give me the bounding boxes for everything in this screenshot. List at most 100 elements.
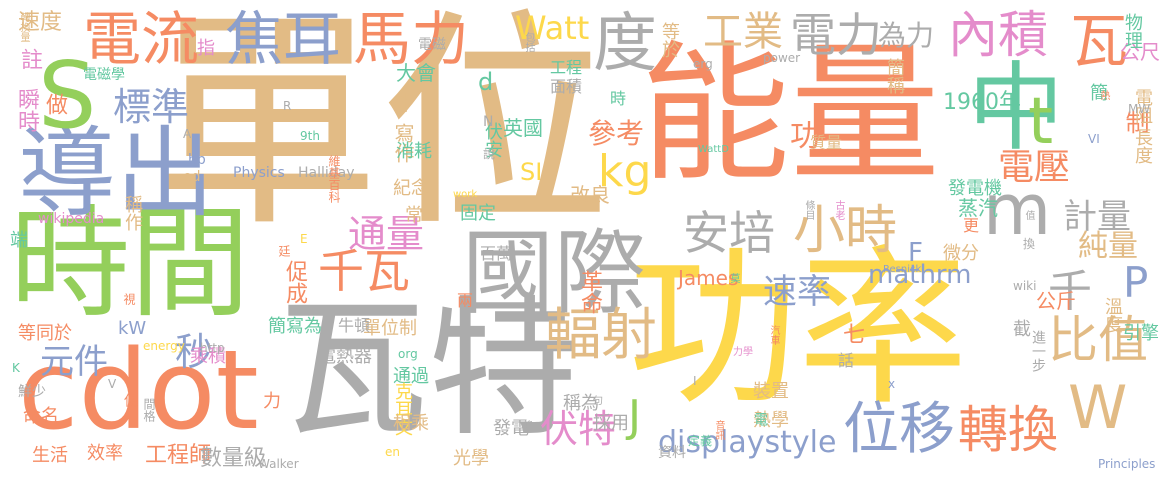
word-wikipedia: wikipedia: [38, 211, 105, 227]
word-zhi: 制: [1121, 110, 1149, 134]
word-dianliu: 電流: [83, 5, 200, 73]
word-hua: 話: [838, 351, 855, 370]
word-xiaohao: 消耗: [396, 141, 432, 162]
word-li: 力: [263, 391, 281, 412]
word-zhi2: 指: [194, 38, 215, 56]
word-chengzuo: 稱作: [122, 195, 143, 231]
word-lixue: 力學: [733, 347, 753, 358]
word-zhuanhuanliang: 轉換量: [18, 12, 29, 42]
word-qi: 七: [843, 323, 866, 348]
word-zhuangzhi: 裝置: [753, 381, 789, 402]
word-i: I: [693, 374, 697, 388]
word-mo: 莫: [728, 273, 739, 283]
word-baokuo: 包括: [523, 32, 534, 52]
word-huan: 換: [1023, 237, 1036, 251]
word-org: org: [398, 347, 418, 361]
word-mw: MW: [1128, 102, 1151, 116]
word-qianwa: 千瓦: [318, 244, 410, 298]
word-1960: 1960年: [943, 90, 1021, 115]
word-energy: energy: [143, 339, 185, 353]
word-principles: Principles: [1098, 457, 1156, 471]
word-dengtongyu: 等同於: [18, 323, 72, 344]
word-shuo: 說: [483, 147, 496, 161]
word-nengliang: 能量: [640, 28, 941, 202]
word-ting: 廷: [277, 245, 291, 257]
word-zhi3: 值: [1023, 210, 1034, 220]
word-shenghuo: 生活: [32, 445, 68, 466]
word-gonglv: 功率: [628, 231, 969, 429]
word-en: en: [385, 445, 400, 459]
word-weili: 為力: [878, 19, 935, 52]
word-power: power: [763, 51, 801, 65]
word-gongcheng: 工程: [550, 58, 583, 77]
word-dingyi: 定義: [688, 434, 713, 448]
word-d: d: [478, 68, 494, 96]
word-biaozhun: 標準: [113, 85, 190, 129]
word-x: x: [888, 377, 896, 391]
word-chengji: 乘積: [190, 346, 226, 367]
word-cdot: cdot: [18, 326, 259, 454]
word-weifen: 微分: [943, 243, 979, 264]
word-shi: 時: [607, 90, 626, 106]
word-sulv: 速率: [763, 272, 831, 312]
word-fadian: 發電: [493, 418, 529, 439]
word-gulao: 古老: [833, 200, 844, 220]
word-caiyong: 採用: [593, 413, 629, 434]
word-weiyi: 位移: [843, 397, 955, 462]
word-physics: Physics: [233, 165, 285, 181]
word-jian: 簡: [1087, 83, 1108, 101]
word-http: http: [200, 341, 225, 355]
word-zhengqi: 蒸汽: [958, 196, 998, 220]
word-shuliangji: 數量級: [200, 446, 267, 471]
word-yinxun: 音訊: [713, 420, 724, 440]
word-zhong: 中: [968, 52, 1064, 164]
word-du: 度: [593, 7, 657, 81]
word-w: W: [1068, 373, 1128, 443]
word-mianji: 面積: [550, 77, 583, 96]
word-fushe: 輻射: [545, 303, 657, 368]
word-watt: Watt: [515, 9, 590, 47]
word-p: P: [1123, 258, 1149, 307]
word-daochu: 導出: [18, 117, 215, 231]
word-geming: 革命: [577, 270, 602, 314]
word-walker: Walker: [258, 457, 299, 471]
word-jiaoer: 焦耳: [225, 5, 342, 73]
word-baiwan: 百萬: [480, 244, 513, 263]
word-jiancheng: 簡稱: [884, 58, 905, 94]
word-fuan: 伏安: [482, 122, 503, 158]
word-n: N: [483, 114, 494, 130]
word-kg: kg: [598, 146, 652, 197]
word-chengwei: 稱為: [563, 393, 599, 414]
word-jiliang: 計量: [1063, 197, 1131, 237]
word-chunliang: 純量: [1078, 229, 1138, 264]
word-xiezuo: 寫作: [391, 123, 415, 163]
word-mali: 馬力: [353, 5, 470, 73]
word-wendu: 溫度: [1102, 297, 1123, 333]
word-danwei: 單位: [150, 0, 611, 258]
word-resnick: Resnick: [883, 264, 922, 275]
word-miao: 秒: [175, 330, 214, 374]
word-guangxue: 光學: [453, 448, 489, 469]
word-fute: 伏特: [540, 407, 617, 451]
word-xianshao: 鮮少: [18, 384, 46, 400]
word-cucheng: 促成: [282, 260, 307, 304]
word-chang: 常: [402, 205, 423, 223]
word-wate: 瓦特: [278, 283, 579, 457]
word-gongchengshi: 工程師: [145, 443, 212, 468]
word-a: A: [183, 127, 192, 141]
word-rexue: 熱學: [753, 410, 789, 431]
word-zhu: 註: [17, 48, 42, 70]
word-ed: ed: [183, 169, 201, 185]
word-halliday: Halliday: [298, 165, 355, 181]
word-ju: 句: [593, 396, 603, 407]
word-zuo: 做: [42, 93, 67, 115]
word-s: S: [38, 42, 97, 149]
word-dahui: 大會: [396, 61, 436, 85]
word-niudun: 牛頓: [338, 316, 371, 335]
word-dengyu: 等於: [659, 22, 680, 58]
word-wa: 瓦: [1070, 7, 1129, 75]
word-hp: hp: [188, 152, 206, 168]
word-guoji: 國際: [462, 220, 647, 327]
word-zhiliang: 質量: [810, 133, 843, 152]
word-danweizhi: 單位制: [363, 318, 417, 339]
